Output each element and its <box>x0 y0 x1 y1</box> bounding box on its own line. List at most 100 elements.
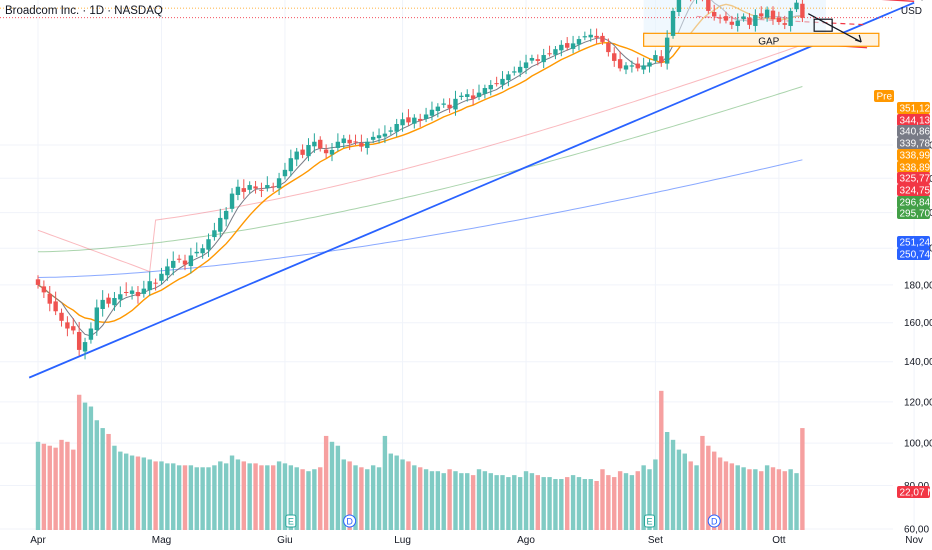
price-tag-label: 338,99 <box>900 151 931 162</box>
candle-body <box>594 35 599 38</box>
currency-label[interactable]: USD <box>900 6 922 17</box>
volume-bar <box>271 465 276 530</box>
candle-body <box>71 326 76 331</box>
candle-body <box>788 10 793 26</box>
candle-body <box>153 282 158 284</box>
dividend-marker <box>343 514 357 528</box>
candle-body <box>570 43 576 49</box>
candle-body <box>612 53 617 61</box>
earnings-marker <box>644 514 656 528</box>
price-tag <box>897 114 930 126</box>
volume-bar <box>147 459 152 530</box>
volume-bar <box>394 455 399 530</box>
volume-bar <box>523 471 529 530</box>
event-marker-label: E <box>288 517 294 527</box>
price-tick-label: 180,00 <box>904 280 932 291</box>
volume-bar <box>382 435 388 530</box>
volume-bar <box>35 441 41 530</box>
candle-body <box>265 185 270 189</box>
price-tag-label: 338,89 <box>900 163 931 174</box>
candle-body <box>576 39 582 45</box>
price-tag-label: 295,70 <box>900 209 931 220</box>
candle-body <box>370 136 376 140</box>
candle-body <box>182 260 188 265</box>
candle-body <box>65 322 70 329</box>
volume-bar <box>517 477 523 530</box>
event-marker-label: D <box>711 517 718 527</box>
ema50-line <box>37 44 803 273</box>
volume-bar <box>47 445 52 530</box>
candle-body <box>124 292 129 294</box>
price-tag-label: 351,12 <box>900 104 931 115</box>
candle-body <box>212 230 217 238</box>
candle-body <box>188 255 194 267</box>
time-tick-label: Ago <box>517 535 535 546</box>
candle-body <box>641 65 646 70</box>
candle-body <box>565 43 570 48</box>
sma100-line <box>38 86 803 253</box>
volume-bar <box>294 467 299 530</box>
candle-body <box>706 0 711 11</box>
volume-bar <box>659 390 664 530</box>
volume-bar <box>800 428 805 530</box>
candle-body <box>653 55 658 61</box>
candle-body <box>241 188 246 192</box>
price-tag <box>897 137 930 149</box>
candle-body <box>300 149 305 155</box>
candle-body <box>359 143 364 147</box>
time-tick-label: Apr <box>30 535 46 546</box>
candle-body <box>235 186 241 195</box>
volume-bar <box>59 439 64 530</box>
volume-bar <box>506 477 511 530</box>
price-tick-label: 160,00 <box>904 318 932 329</box>
volume-bar <box>253 463 258 530</box>
price-tag <box>897 486 930 498</box>
candle-body <box>729 21 735 25</box>
time-axis[interactable]: Apr Mag Giu Lug Ago Set Ott Nov <box>30 535 923 546</box>
candle-body <box>512 71 517 73</box>
candle-body <box>165 266 170 276</box>
volume-bar <box>676 449 682 530</box>
candle-body <box>470 95 476 99</box>
price-tag <box>897 184 930 196</box>
time-tick-label: Lug <box>394 535 411 546</box>
volume-bar <box>206 467 211 530</box>
price-axis[interactable]: 400,00380,00360,00260,00240,00220,00200,… <box>904 0 932 536</box>
volume-bar <box>129 455 135 530</box>
candle-body <box>553 49 558 55</box>
volume-bar <box>688 461 693 530</box>
price-tag-label: 250,74 <box>900 250 931 261</box>
candle-body <box>335 141 341 148</box>
price-tag <box>897 196 930 208</box>
candle-body <box>659 56 664 63</box>
candle-body <box>800 3 805 18</box>
volume-bar <box>335 445 341 530</box>
candle-body <box>712 11 717 17</box>
price-tick-label: 120,00 <box>904 397 932 408</box>
candle-body <box>441 103 446 105</box>
candle-body <box>535 59 540 61</box>
candle-body <box>147 281 152 291</box>
price-tag <box>897 149 930 161</box>
volume-bar <box>729 463 735 530</box>
candle-body <box>412 117 417 124</box>
volume-bar <box>565 477 570 530</box>
price-tag-label: 324,75 <box>900 186 931 197</box>
time-tick-label: Giu <box>277 535 293 546</box>
volume-bar <box>576 477 582 530</box>
volume-bar <box>465 473 470 530</box>
candle-body <box>506 74 511 81</box>
candle-body <box>418 118 423 121</box>
volume-bar <box>265 465 270 530</box>
volume-bar <box>641 465 646 530</box>
volume-bar <box>788 469 793 530</box>
volume-bar <box>423 469 429 530</box>
candle-body <box>541 55 546 63</box>
volume-bar <box>770 467 776 530</box>
price-tick-label: 100,00 <box>904 439 932 450</box>
candle-body <box>764 9 770 18</box>
volume-bar <box>341 459 346 530</box>
candle-body <box>229 193 235 209</box>
